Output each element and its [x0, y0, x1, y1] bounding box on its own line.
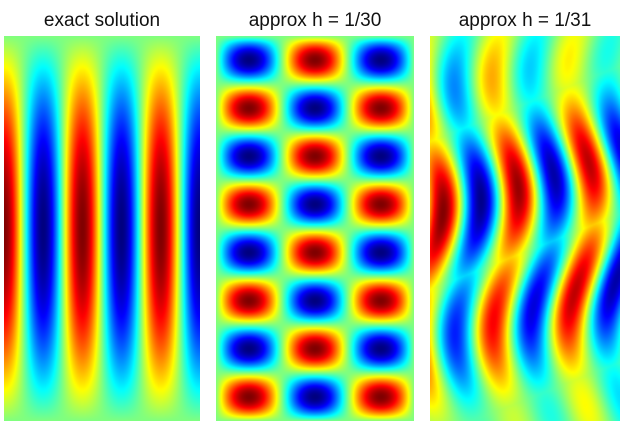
approx-h-1-31-field-plot [430, 36, 620, 421]
approx-h-1-30-field-plot [216, 36, 414, 421]
exact-solution-field-plot [4, 36, 200, 421]
panel-title-approx-h-1-30: approx h = 1/30 [248, 10, 382, 31]
panel-title-approx-h-1-31: approx h = 1/31 [458, 10, 592, 31]
panel-title-exact-solution: exact solution [43, 10, 161, 31]
